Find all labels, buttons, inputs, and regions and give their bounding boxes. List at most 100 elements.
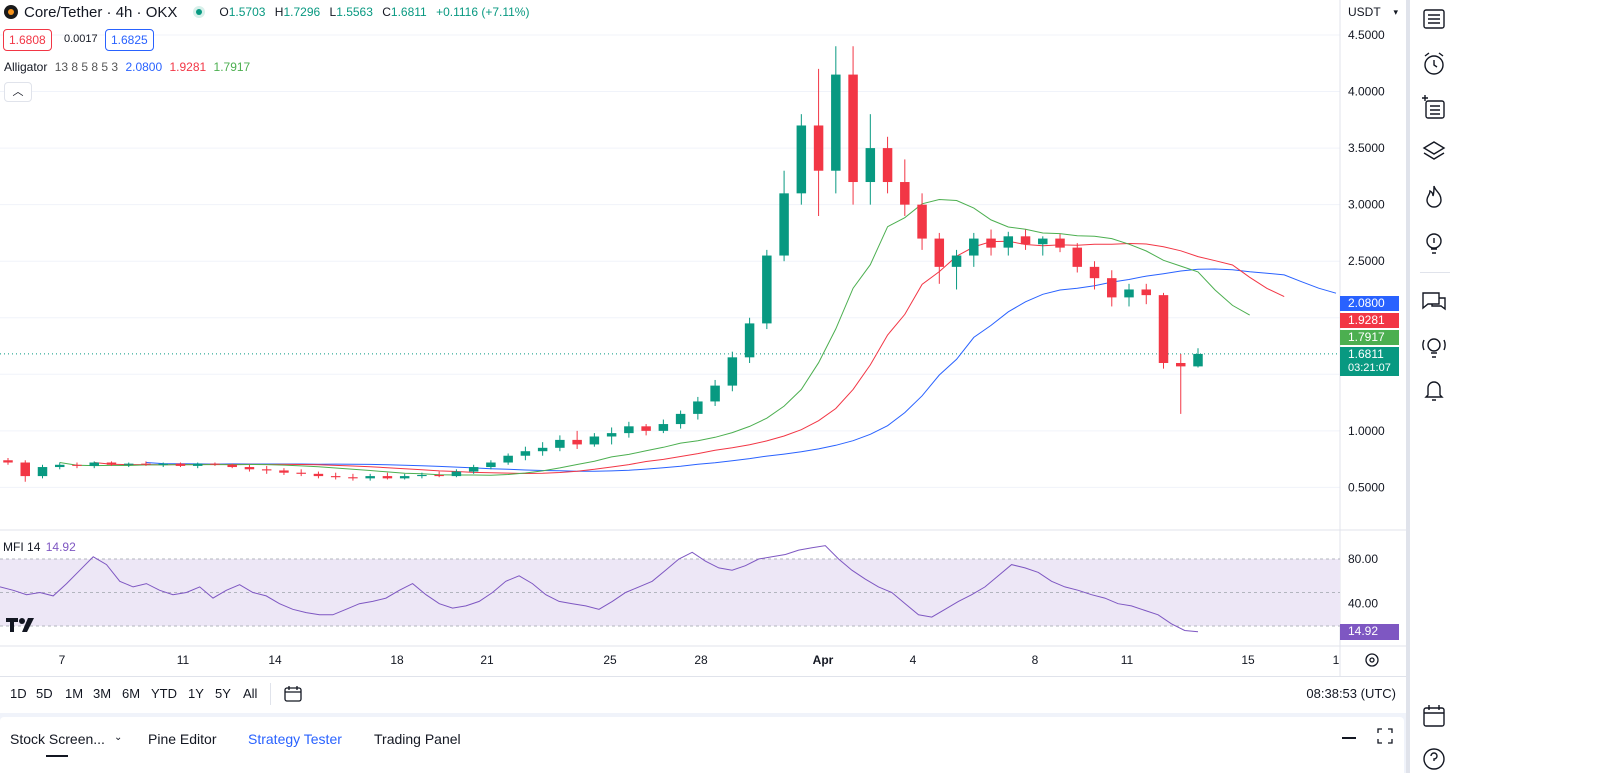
- utc-clock[interactable]: 08:38:53 (UTC): [1306, 686, 1396, 701]
- time-tick-label: 11: [177, 653, 190, 667]
- candle-body: [1193, 353, 1203, 367]
- buy-price-button[interactable]: 1.6825: [105, 29, 154, 51]
- core-coin-icon: [4, 5, 18, 19]
- candle-body: [210, 463, 220, 465]
- symbol-title[interactable]: Core/Tether · 4h · OKX: [24, 3, 178, 21]
- price-tick-label: 3.5000: [1348, 141, 1385, 155]
- alligator-lips-value: 1.7917: [213, 60, 251, 74]
- mfi-legend[interactable]: MFI 14 14.92: [3, 540, 76, 554]
- candle-body: [1055, 238, 1065, 248]
- candle-body: [503, 455, 513, 463]
- candle-body: [89, 462, 99, 466]
- timeframe-5y[interactable]: 5Y: [215, 686, 231, 701]
- candle-body: [313, 473, 324, 477]
- time-tick-label: 15: [1241, 653, 1255, 667]
- alligator-teeth-value: 1.9281: [169, 60, 207, 74]
- layers-icon[interactable]: [1420, 138, 1448, 166]
- candle-body: [520, 451, 531, 456]
- tradingview-logo-icon[interactable]: [6, 617, 38, 633]
- tab-stock-screener[interactable]: Stock Screen...: [10, 731, 105, 747]
- candle-body: [710, 385, 720, 402]
- candle-body: [37, 467, 48, 477]
- candle-body: [1003, 236, 1014, 248]
- tab-strategy-tester[interactable]: Strategy Tester: [248, 731, 342, 747]
- alligator-legend[interactable]: Alligator 13 8 5 8 5 3 2.0800 1.9281 1.7…: [4, 60, 254, 74]
- alert-clock-icon[interactable]: [1420, 50, 1448, 78]
- data-window-icon[interactable]: [1420, 94, 1448, 122]
- time-tick-label: 8: [1032, 653, 1039, 667]
- candle-body: [296, 472, 306, 474]
- candle-body: [848, 74, 858, 183]
- help-icon[interactable]: [1420, 745, 1448, 773]
- market-open-indicator: [193, 6, 206, 18]
- maximize-panel-icon[interactable]: [1376, 727, 1394, 745]
- signals-icon[interactable]: [1420, 332, 1448, 360]
- price-tick-label: 3.0000: [1348, 198, 1385, 212]
- timeframe-1d[interactable]: 1D: [10, 686, 27, 701]
- candle-body: [279, 470, 289, 473]
- chart-area[interactable]: 4.5000 4.0000 3.5000 3.0000 2.5000 1.0000 0.50…: [0, 0, 1406, 713]
- bar-countdown: 03:21:07: [1348, 362, 1391, 374]
- timeframe-5d[interactable]: 5D: [36, 686, 53, 701]
- timeframe-all[interactable]: All: [243, 686, 258, 701]
- time-tick-label: 1: [1333, 653, 1340, 667]
- candle-body: [658, 424, 669, 431]
- mfi-tick-label: 40.00: [1348, 597, 1378, 611]
- timeframe-1m[interactable]: 1M: [65, 686, 84, 701]
- candle-body: [348, 477, 358, 479]
- chevron-down-icon[interactable]: ⌄: [114, 732, 123, 743]
- alligator-name: Alligator: [4, 60, 48, 74]
- date-range-calendar-icon[interactable]: [283, 684, 303, 704]
- price-tick-label: 2.5000: [1348, 254, 1385, 268]
- timeframe-3m[interactable]: 3M: [93, 686, 112, 701]
- tab-trading-panel[interactable]: Trading Panel: [374, 731, 461, 747]
- candle-body: [261, 469, 272, 471]
- price-tick-label: 1.0000: [1348, 424, 1385, 438]
- candle-body: [624, 426, 634, 434]
- panel-handle: [46, 755, 68, 757]
- ideas-bulb-icon[interactable]: [1420, 229, 1448, 257]
- candle-body: [693, 401, 703, 414]
- timeframe-6m[interactable]: 6M: [122, 686, 141, 701]
- candle-body: [1107, 278, 1117, 298]
- candle-body: [451, 471, 462, 477]
- mfi-line: [0, 545, 1199, 633]
- minimize-panel-icon[interactable]: [1342, 737, 1356, 739]
- candle-body: [106, 462, 117, 465]
- spread-value: 0.0017: [64, 33, 98, 45]
- chat-icon[interactable]: [1420, 288, 1448, 316]
- currency-selector[interactable]: USDT ▾: [1342, 2, 1400, 22]
- price-change: +0.1116 (+7.11%): [436, 5, 530, 19]
- chevron-down-icon: ▾: [1393, 7, 1398, 17]
- calendar-icon[interactable]: [1420, 702, 1448, 730]
- candle-body: [399, 476, 410, 479]
- lips-price-marker: 1.7917: [1340, 330, 1399, 345]
- last-price-marker: 1.6811 03:21:07: [1340, 347, 1399, 376]
- watchlist-icon[interactable]: [1420, 5, 1448, 33]
- collapse-legend-button[interactable]: ︿: [4, 82, 32, 102]
- candle-body: [1158, 295, 1169, 363]
- candle-body: [141, 463, 151, 465]
- time-tick-label: 21: [480, 653, 494, 667]
- candle-body: [1089, 266, 1100, 279]
- timeframe-1y[interactable]: 1Y: [188, 686, 204, 701]
- time-tick-label: 4: [910, 653, 917, 667]
- candle-body: [123, 463, 134, 465]
- chart-canvas[interactable]: 4.5000 4.0000 3.5000 3.0000 2.5000 1.0000 0.50…: [0, 0, 1406, 713]
- candle-body: [900, 182, 910, 205]
- candle-body: [20, 462, 30, 477]
- hotlist-fire-icon[interactable]: [1420, 183, 1448, 211]
- candle-body: [1038, 238, 1048, 245]
- divider: [270, 683, 271, 705]
- right-sidebar: [1406, 0, 1458, 773]
- notifications-bell-icon[interactable]: [1420, 376, 1448, 404]
- candle-body: [417, 474, 427, 477]
- sell-price-button[interactable]: 1.6808: [3, 29, 52, 51]
- candle-body: [951, 255, 962, 267]
- tab-pine-editor[interactable]: Pine Editor: [148, 731, 217, 747]
- candle-body: [779, 193, 789, 256]
- axis-settings-icon[interactable]: [1363, 651, 1381, 669]
- divider: [1420, 272, 1450, 273]
- timeframe-ytd[interactable]: YTD: [151, 686, 177, 701]
- candle-body: [330, 476, 341, 478]
